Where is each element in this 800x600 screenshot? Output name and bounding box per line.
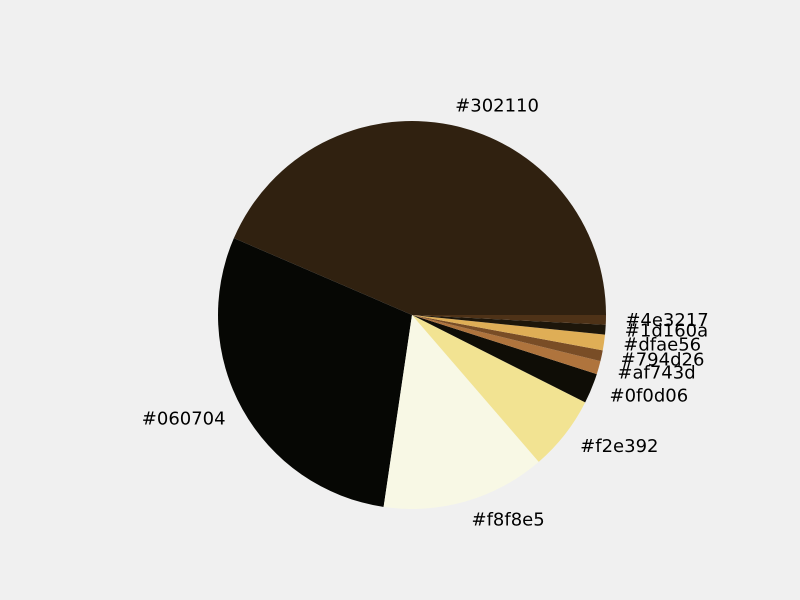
pie-slice-1 bbox=[218, 238, 412, 507]
pie-slice-8 bbox=[412, 315, 606, 335]
pie-slice-label-4: #0f0d06 bbox=[610, 385, 689, 406]
pie-slice-0 bbox=[233, 120, 606, 315]
pie-slice-label-6: #794d26 bbox=[621, 349, 705, 370]
pie-slice-3 bbox=[412, 315, 586, 462]
pie-slice-9 bbox=[412, 315, 606, 325]
pie-slice-5 bbox=[412, 315, 601, 375]
pie-slice-label-7: #dfae56 bbox=[623, 335, 701, 356]
pie-slices bbox=[218, 120, 606, 509]
pie-slice-label-9: #4e3217 bbox=[625, 310, 708, 331]
pie-slice-label-5: #af743d bbox=[617, 362, 695, 383]
pie-slice-6 bbox=[412, 315, 603, 362]
pie-labels: #302110 #060704 #f8f8e5 #f2e392 #0f0d06#af74… bbox=[142, 96, 709, 531]
pie-slice-2 bbox=[383, 315, 539, 509]
pie-slice-label-8: #1d160a bbox=[625, 321, 708, 342]
pie-slice-7 bbox=[412, 315, 606, 351]
pie-slice-4 bbox=[412, 315, 597, 403]
pie-slice-label-1: #060704 bbox=[142, 408, 226, 429]
pie-slice-label-3: #f2e392 bbox=[580, 436, 658, 457]
pie-slice-label-0: #302110 bbox=[455, 96, 539, 117]
pie-slice-label-2: #f8f8e5 bbox=[472, 509, 545, 530]
